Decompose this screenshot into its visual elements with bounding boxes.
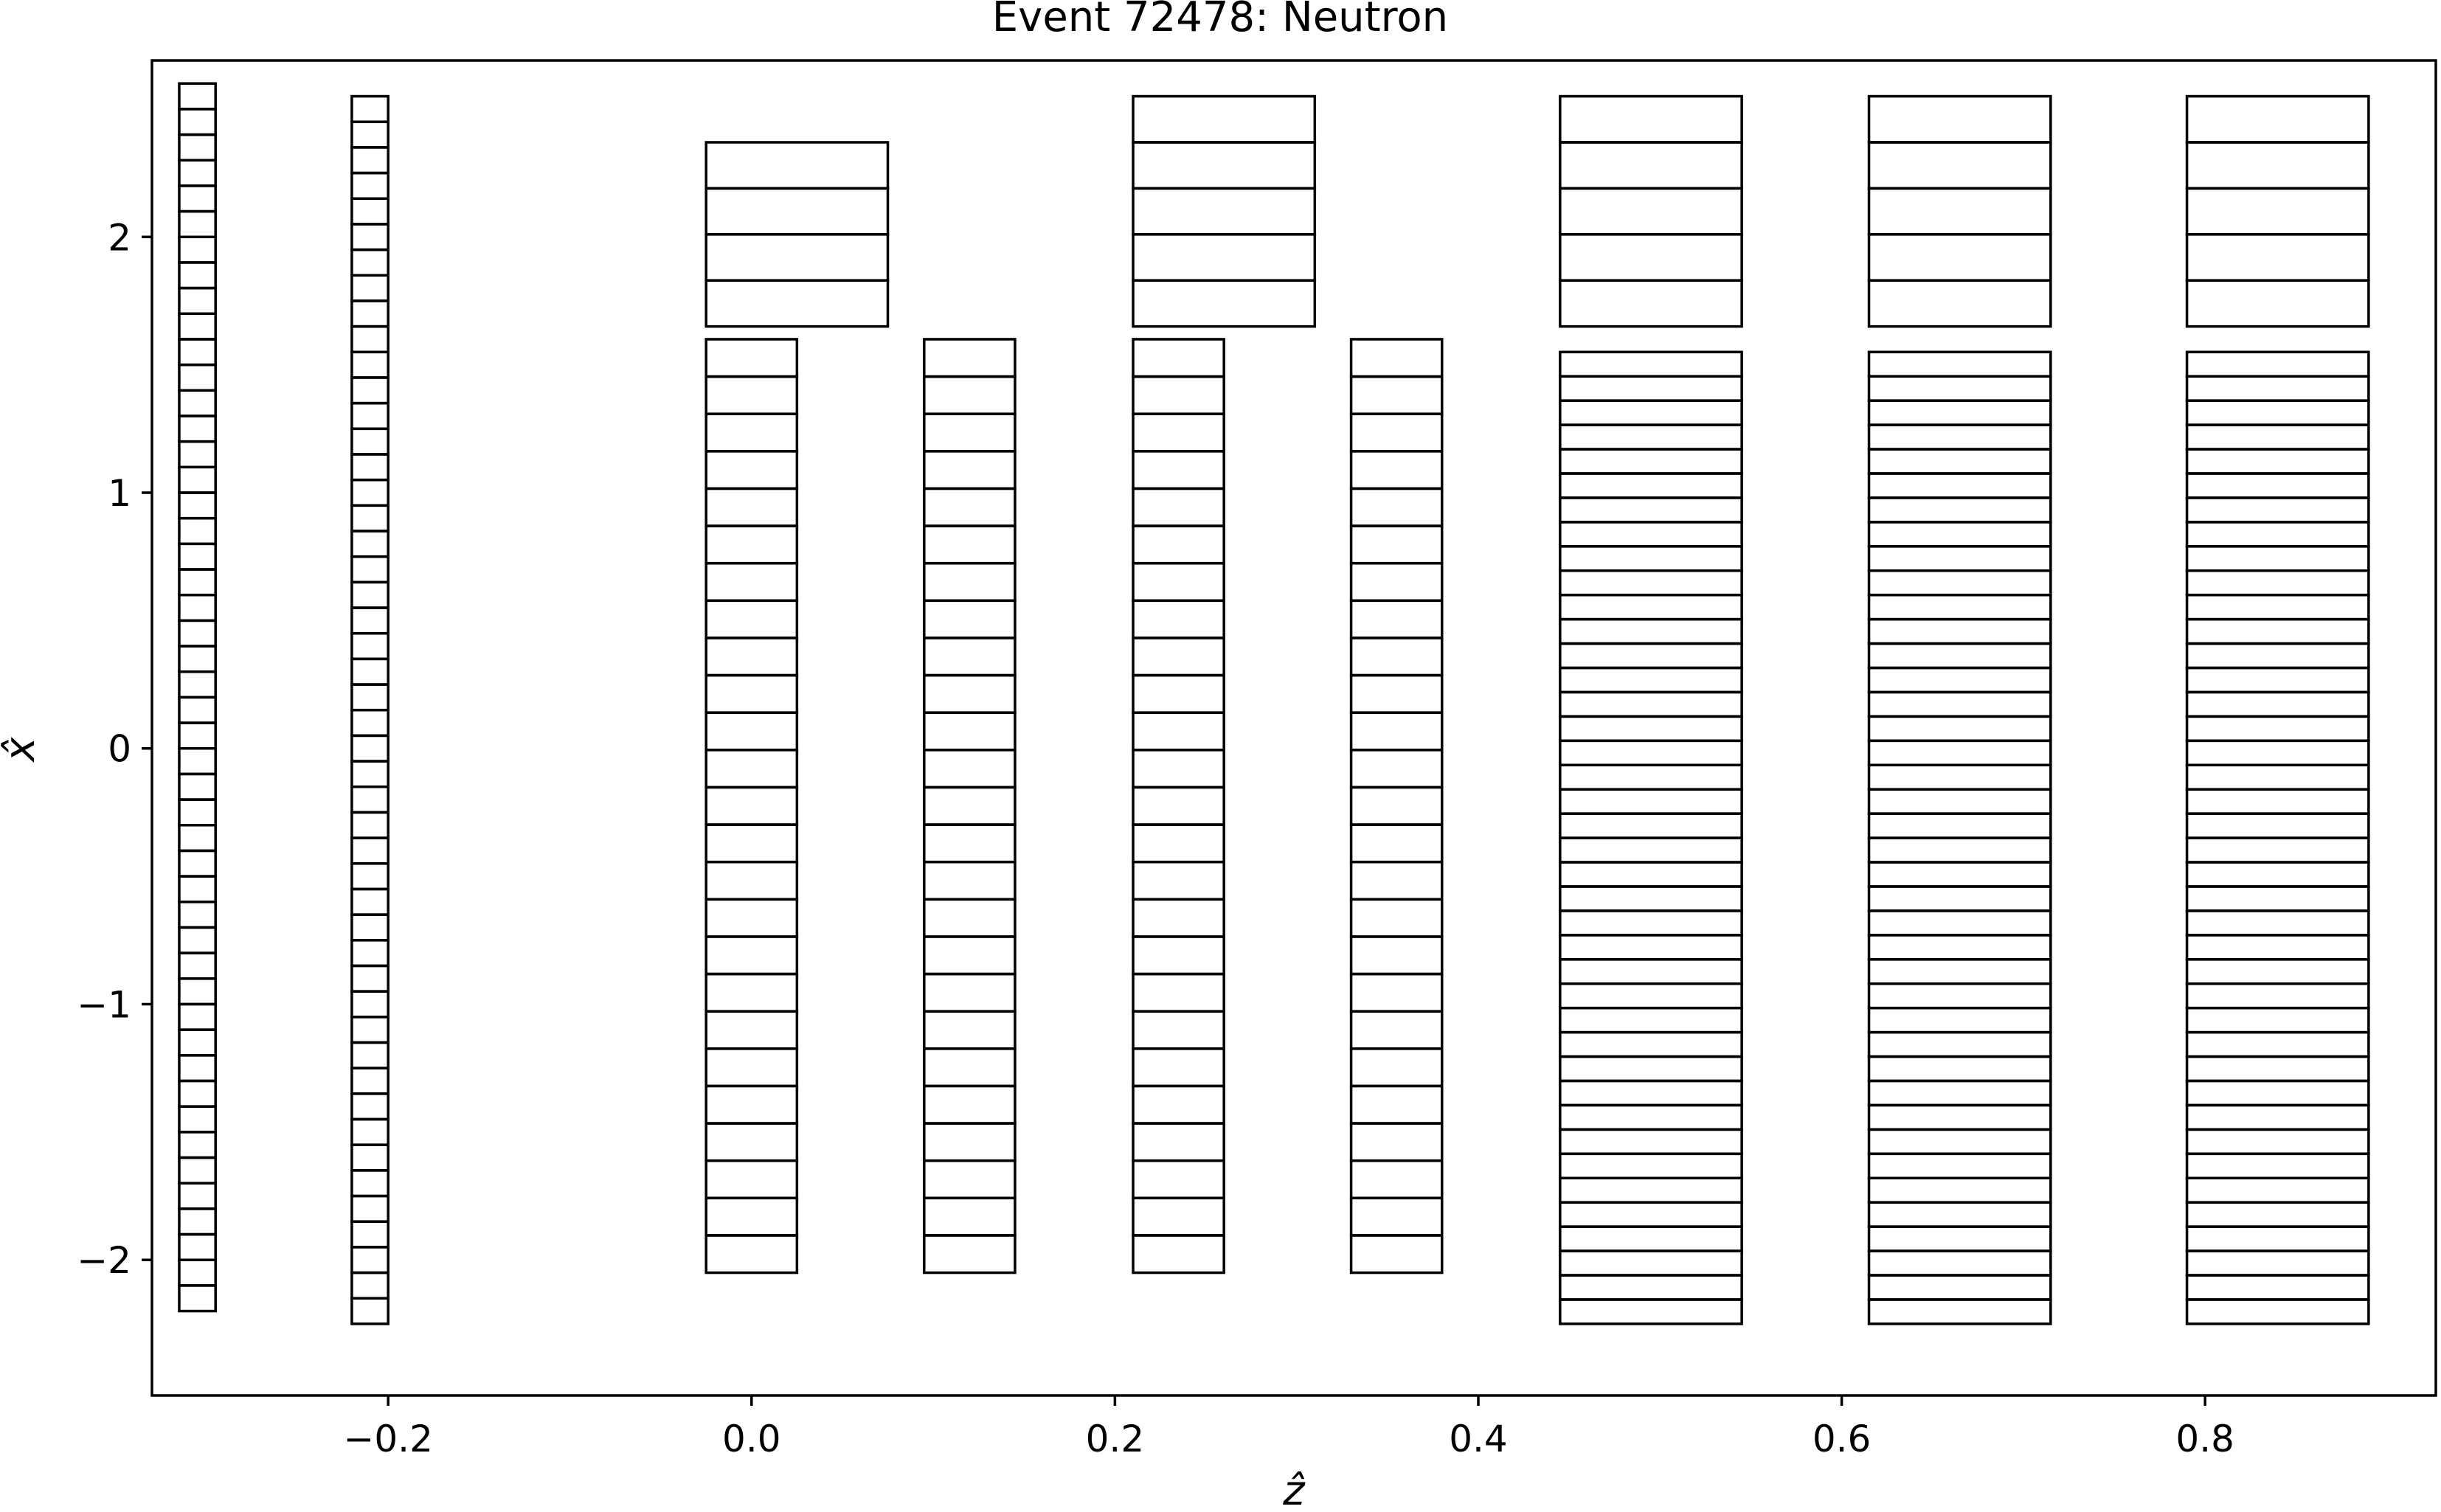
module-13	[1867, 350, 2052, 1325]
detector-cell	[1559, 94, 1743, 144]
x-tick-label: 0.4	[1449, 1418, 1508, 1460]
module-4	[923, 338, 1017, 1275]
module-5	[1132, 338, 1225, 1275]
module-1	[178, 82, 217, 1313]
module-12	[1559, 350, 1743, 1325]
module-6	[1349, 338, 1444, 1275]
detector-cell	[1559, 350, 1743, 378]
detector-cell	[1867, 94, 2052, 144]
x-tick-label: 0.8	[2175, 1418, 2234, 1460]
module-7	[704, 141, 890, 328]
y-tick-label: −1	[77, 983, 131, 1026]
detector-cell	[178, 82, 217, 111]
module-8	[1132, 94, 1317, 328]
chart-title: Event 72478: Neutron	[992, 0, 1448, 41]
detector-cell	[2185, 94, 2370, 144]
detector-modules	[178, 82, 2370, 1325]
x-tick-label: 0.0	[722, 1418, 781, 1460]
x-tick-label: 0.6	[1812, 1418, 1872, 1460]
x-tick-label: −0.2	[343, 1418, 432, 1460]
module-9	[1559, 94, 1743, 328]
module-10	[1867, 94, 2052, 328]
detector-cell	[1349, 338, 1444, 378]
x-tick-label: 0.2	[1086, 1418, 1145, 1460]
module-14	[2185, 350, 2370, 1325]
x-axis-ticks: −0.2 0.0 0.2 0.4 0.6 0.8	[343, 1395, 2234, 1460]
y-tick-label: 2	[108, 216, 131, 259]
y-axis-ticks: −2 −1 0 1 2	[77, 216, 152, 1282]
module-3	[704, 338, 799, 1275]
detector-cell	[704, 141, 890, 190]
detector-cell	[704, 338, 799, 378]
module-11	[2185, 94, 2370, 328]
detector-cell	[1132, 94, 1317, 144]
plot-frame	[150, 59, 2437, 1397]
y-tick-label: 0	[108, 728, 131, 771]
detector-cell	[350, 94, 389, 123]
detector-cell	[1132, 338, 1225, 378]
detector-cell	[2185, 350, 2370, 378]
y-axis-label: x̂	[0, 737, 44, 763]
detector-cell	[923, 338, 1017, 378]
module-2	[350, 94, 389, 1325]
detector-cell	[1867, 350, 2052, 378]
x-axis-label: ẑ	[1282, 1467, 1306, 1512]
y-tick-label: 1	[108, 472, 131, 515]
y-tick-label: −2	[77, 1239, 131, 1282]
